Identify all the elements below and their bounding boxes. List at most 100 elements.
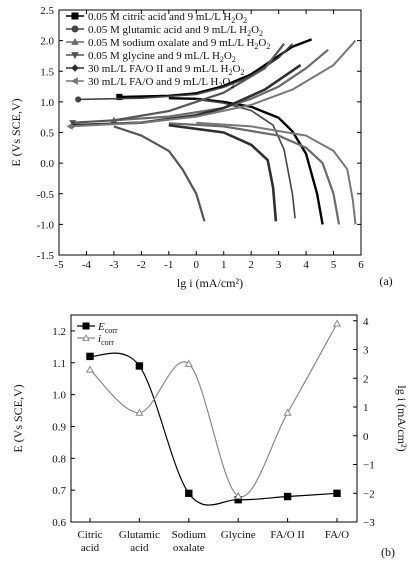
x-tick-label: 0	[194, 259, 200, 271]
legend-text-part: 0.05 M glycine and 9 mL/L	[88, 50, 212, 62]
legend-text-part: 0.05 M citric acid and 9 mL/L	[88, 11, 223, 23]
legend-text-part: i	[98, 333, 101, 345]
legend-text-part: H	[223, 11, 231, 23]
x-tick-label: FA/O	[325, 529, 349, 541]
legend-subscript: 2	[220, 55, 224, 64]
cathodic-branch-line	[168, 123, 278, 222]
legend-marker	[82, 322, 90, 330]
legend-text-part: H	[212, 50, 220, 62]
data-point	[283, 408, 292, 416]
legend-text-part: O	[235, 11, 243, 23]
legend-text-part: 0.05 M sodium oxalate and 9 mL/L	[88, 37, 246, 49]
anodic-branch-line	[72, 43, 285, 124]
legend-text-part: O	[251, 24, 259, 36]
legend-label: 0.05 M citric acid and 9 mL/L H2O2	[88, 11, 247, 25]
legend-text-part: H	[246, 37, 254, 49]
x-tick-label: 5	[331, 259, 337, 271]
y-tick-label: 0.8	[52, 453, 66, 465]
x-tick-label: 4	[303, 259, 309, 271]
y2-tick-label: 1	[363, 402, 369, 414]
legend-subscript: 2	[228, 68, 232, 77]
legend-subscript: 2	[266, 42, 270, 51]
y-tick-label: 2.0	[40, 36, 54, 48]
x-tick-label: -5	[54, 259, 64, 271]
legend-subscript: 2	[259, 29, 263, 38]
legend-label: Ecorr	[97, 321, 118, 335]
legend-label: 0.05 M glycine and 9 mL/L H2O2	[88, 50, 236, 64]
y-axis-label: E (Vs SCE,V)	[9, 98, 23, 166]
x-tick-label: Sodium	[172, 529, 207, 541]
legend-text-part: H	[210, 76, 218, 88]
data-point	[135, 408, 144, 416]
y-tick-label: -1.5	[37, 250, 55, 262]
y2-tick-label: 2	[363, 373, 369, 385]
anodic-branch-line	[69, 39, 357, 128]
legend-text-part: O	[222, 76, 230, 88]
y-tick-label: 1.0	[40, 97, 54, 109]
x-tick-label: 1	[221, 259, 227, 271]
panel-label: (b)	[381, 545, 395, 559]
series-i-corr	[85, 319, 342, 500]
y-tick-label: 0.7	[52, 485, 66, 497]
panel-a: -5 -4 -3 -2 -1 0 1 2 3 4 5 6 -1.5 -1.0 -0.5 0.0 0.5 1.0 1.…	[9, 5, 393, 290]
data-point	[332, 319, 342, 327]
legend-text-part: 30 mL/L FA/O II and 9 mL/L	[88, 63, 221, 75]
y2-tick-label: 4	[363, 316, 369, 328]
legend-subscript: 2	[243, 16, 247, 25]
legend-subscript: 2	[230, 81, 234, 90]
y2-tick-label: 0	[363, 431, 369, 443]
x-tick-label: -3	[109, 259, 119, 271]
legend-label: 30 mL/L FA/O II and 9 mL/L H2O2	[88, 63, 244, 77]
panel-label: (a)	[379, 274, 392, 288]
legend-subscript: 2	[218, 81, 222, 90]
data-point	[234, 491, 243, 500]
y-tick-label: 0.9	[52, 421, 66, 433]
anodic-branch-line	[78, 43, 293, 101]
legend-text-part: O	[232, 63, 240, 75]
x-tick-label: acid	[81, 542, 100, 554]
panel-b: 0.60.70.80.91.01.11.2−3−2−101234Citricac…	[11, 314, 409, 559]
x-tick-label: -2	[137, 259, 146, 271]
legend-subscript: 2	[232, 55, 236, 64]
y2-tick-label: −2	[363, 488, 375, 500]
data-point	[185, 489, 193, 498]
series-line	[89, 352, 338, 506]
y-tick-label: -1.0	[37, 219, 55, 231]
legend-subscript: corr	[101, 338, 114, 347]
x-tick-label: 6	[358, 259, 364, 271]
legend-marker	[82, 333, 90, 341]
legend-subscript: corr	[105, 326, 118, 335]
data-point	[86, 352, 94, 361]
legend-text-part: O	[258, 37, 266, 49]
legend-marker	[71, 64, 79, 72]
series-start-marker	[116, 93, 123, 101]
legend-marker	[71, 37, 79, 45]
y2-tick-label: 3	[363, 345, 369, 357]
x-tick-label: -1	[164, 259, 173, 271]
series-start-marker	[66, 122, 73, 130]
legend-label: 0.05 M sodium oxalate and 9 mL/L H2O2	[88, 37, 270, 51]
legend-marker	[70, 77, 78, 85]
cathodic-branch-line	[168, 122, 341, 225]
x-tick-label: Glutamic	[119, 529, 160, 541]
y-tick-label: 1.1	[52, 358, 66, 370]
series-5	[69, 64, 302, 222]
cathodic-branch-line	[196, 121, 357, 225]
x-tick-label: FA/O II	[270, 529, 305, 541]
x-tick-label: 2	[248, 259, 254, 271]
y-tick-label: 2.5	[40, 5, 54, 17]
plot-frame	[70, 314, 358, 523]
legend-text-part: H	[239, 24, 247, 36]
x-tick-label: oxalate	[173, 542, 205, 554]
y-axis-label: E (Vs SCE,V)	[11, 384, 25, 452]
x-axis-label: lg i (mA/cm²)	[177, 276, 243, 290]
cathodic-branch-line	[113, 125, 206, 222]
data-point	[85, 365, 95, 373]
x-tick-label: acid	[130, 542, 149, 554]
legend-label: 0.05 M glutamic acid and 9 mL/L H2O2	[88, 24, 263, 38]
series-start-marker	[75, 96, 82, 103]
legend-text-part: H	[221, 63, 229, 75]
y2-tick-label: −1	[363, 460, 375, 472]
data-point	[184, 359, 193, 367]
